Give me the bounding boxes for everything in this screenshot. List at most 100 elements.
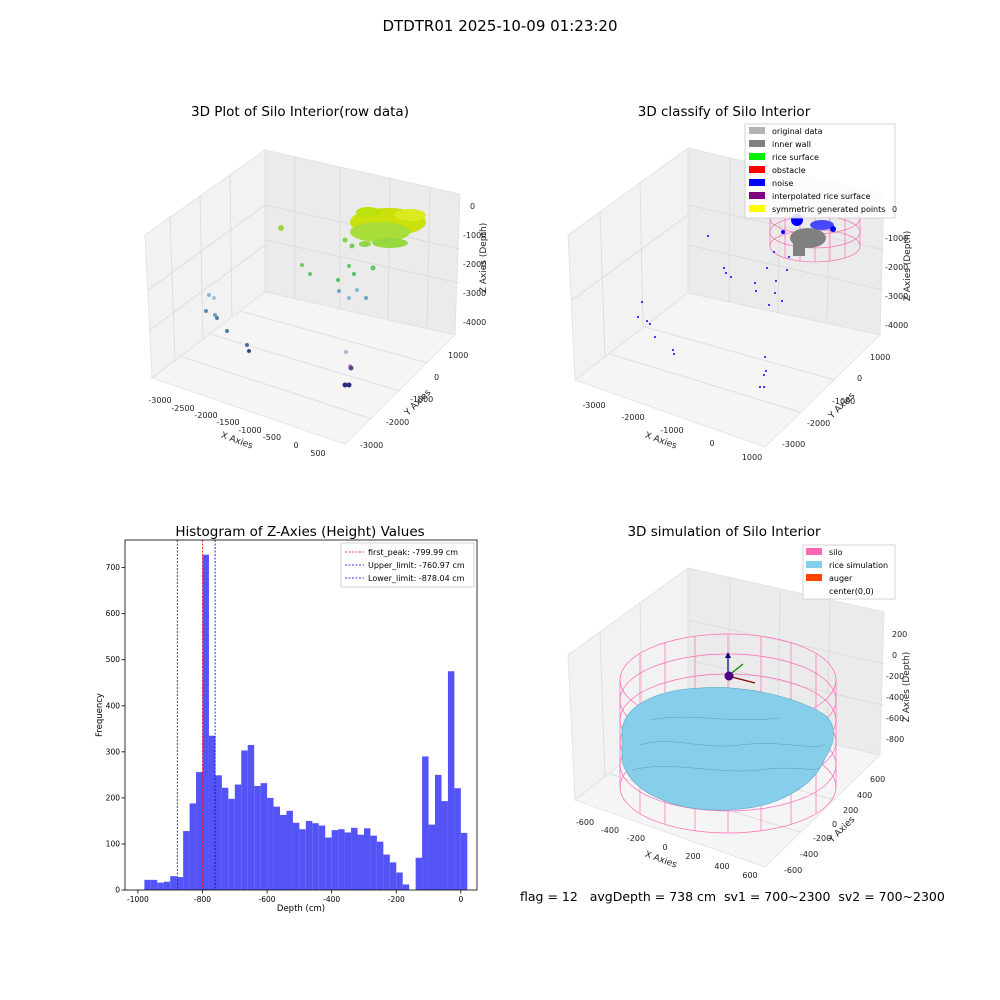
histogram-bar <box>325 837 332 890</box>
histogram-bar <box>305 820 313 890</box>
histogram-axes-frame <box>124 539 478 891</box>
legend-label-original-data: original data <box>772 127 823 136</box>
simulation-stats: flag = 12 avgDepth = 738 cm sv1 = 700~23… <box>520 889 945 904</box>
histogram-bar <box>363 828 371 890</box>
sim-ztick-1: 0 <box>892 651 897 660</box>
classify-ztick-1: -1000 <box>885 234 908 243</box>
histogram-bar <box>435 774 442 890</box>
sim-ytick-2: 200 <box>843 806 858 815</box>
histogram-bar <box>170 876 177 890</box>
raw-ztick-3: -3000 <box>463 289 486 298</box>
raw-xtick-2: -2000 <box>194 411 217 420</box>
histogram-bar <box>460 832 468 890</box>
histogram-bar <box>338 829 345 890</box>
raw-ytick-3: -2000 <box>386 418 409 427</box>
histogram-ytick-label: 0 <box>115 886 120 895</box>
classify-ytick-3: -2000 <box>807 419 830 428</box>
raw-xtick-4: -1000 <box>238 426 261 435</box>
legend-label-silo: silo <box>829 548 843 557</box>
sim-ztick-5: -800 <box>886 735 904 744</box>
histogram-vlines <box>176 540 216 890</box>
histogram-bar <box>441 801 448 890</box>
legend-swatch-inner-wall <box>749 140 765 147</box>
histogram-bar <box>292 822 300 890</box>
sim-ztick-4: -600 <box>886 714 904 723</box>
histogram-ytick-label: 100 <box>106 839 121 848</box>
histogram-bar <box>260 783 268 890</box>
raw-ytick-4: -3000 <box>360 441 383 450</box>
histogram-bar <box>428 824 436 890</box>
raw-ztick-1: -1000 <box>463 231 486 240</box>
raw-xtick-6: 0 <box>293 441 298 450</box>
histogram-bar <box>422 756 429 890</box>
histogram-bar <box>254 785 261 890</box>
histogram-xtick-label: -1000 <box>127 895 149 904</box>
classify-xtick-3: 0 <box>709 439 714 448</box>
histogram-bar <box>202 554 209 890</box>
sim-xtick-0: -600 <box>576 818 594 827</box>
histogram-bar <box>280 814 287 890</box>
legend-label-first-peak: first_peak: -799.99 cm <box>368 548 458 557</box>
histogram-bar <box>241 750 248 890</box>
sim-xtick-4: 200 <box>685 852 700 861</box>
sim-xtick-1: -400 <box>601 826 619 835</box>
histogram-xtick-label: -600 <box>259 895 276 904</box>
sim-ztick-2: -200 <box>886 672 904 681</box>
histogram-bar <box>183 831 190 890</box>
sim-xtick-2: -200 <box>627 834 645 843</box>
classify-point-cloud <box>637 201 861 388</box>
sim-ytick-4: -200 <box>813 834 831 843</box>
sim-xlabel: X Axies <box>643 850 678 871</box>
classify-ytick-4: -3000 <box>782 440 805 449</box>
histogram-xtick-label: -400 <box>323 895 340 904</box>
histogram-bar <box>415 857 423 890</box>
classify-ylabel: Y Axies <box>826 391 857 422</box>
histogram-bar <box>312 823 319 890</box>
raw-ztick-4: -4000 <box>463 318 486 327</box>
legend-label-auger: auger <box>829 574 853 583</box>
classify-ztick-3: -3000 <box>885 292 908 301</box>
histogram-bar <box>196 772 203 890</box>
histogram-bar <box>331 830 339 890</box>
legend-label-noise: noise <box>772 179 793 188</box>
classify-ytick-2: -1000 <box>832 397 855 406</box>
panel-raw-data: 3D Plot of Silo Interior(row data) <box>144 104 489 458</box>
legend-label-rice-surface: rice surface <box>772 153 819 162</box>
histogram-bar <box>299 829 306 890</box>
legend-label-upper-limit: Upper_limit: -760.97 cm <box>368 561 465 570</box>
legend-swatch-original-data <box>749 127 765 134</box>
panel-classify: 3D classify of Silo Interior <box>567 104 913 462</box>
histogram-title: Histogram of Z-Axies (Height) Values <box>175 524 424 540</box>
legend-swatch-rice-simulation <box>806 561 822 568</box>
histogram-bar <box>144 879 151 890</box>
legend-label-rice-simulation: rice simulation <box>829 561 888 570</box>
raw-axis-labels: -3000 -2500 -2000 -1500 -1000 -500 0 500… <box>148 202 489 458</box>
raw-point-cloud <box>204 207 426 388</box>
classify-xtick-4: 1000 <box>742 453 762 462</box>
raw-ztick-2: -2000 <box>463 260 486 269</box>
simulation-legend: silo rice simulation auger center(0,0) <box>802 544 896 600</box>
classify-ytick-1: 0 <box>857 374 862 383</box>
legend-swatch-rice-surface <box>749 153 765 160</box>
histogram-bar <box>447 671 455 890</box>
histogram-bar <box>383 854 390 890</box>
histogram-bar <box>234 784 242 890</box>
histogram-bar <box>318 825 326 890</box>
histogram-bar <box>389 862 397 890</box>
histogram-ytick-label: 500 <box>106 655 121 664</box>
legend-label-inner-wall: inner wall <box>772 140 811 149</box>
classify-xtick-1: -2000 <box>621 413 644 422</box>
panel-raw-title: 3D Plot of Silo Interior(row data) <box>191 104 409 120</box>
figure-title: DTDTR01 2025-10-09 01:23:20 <box>382 17 618 35</box>
auger-and-center <box>724 652 756 684</box>
sim-ytick-1: 400 <box>857 791 872 800</box>
legend-label-symmetric: symmetric generated points <box>772 205 885 214</box>
histogram-legend: first_peak: -799.99 cm Upper_limit: -760… <box>340 542 475 588</box>
sim-zlabel: Z Axies (Depth) <box>902 652 912 723</box>
sim-ytick-0: 600 <box>870 775 885 784</box>
histogram-bar <box>286 810 293 890</box>
histogram-bar <box>357 834 364 890</box>
legend-swatch-silo <box>806 548 822 555</box>
histogram-ytick-label: 200 <box>106 793 121 802</box>
